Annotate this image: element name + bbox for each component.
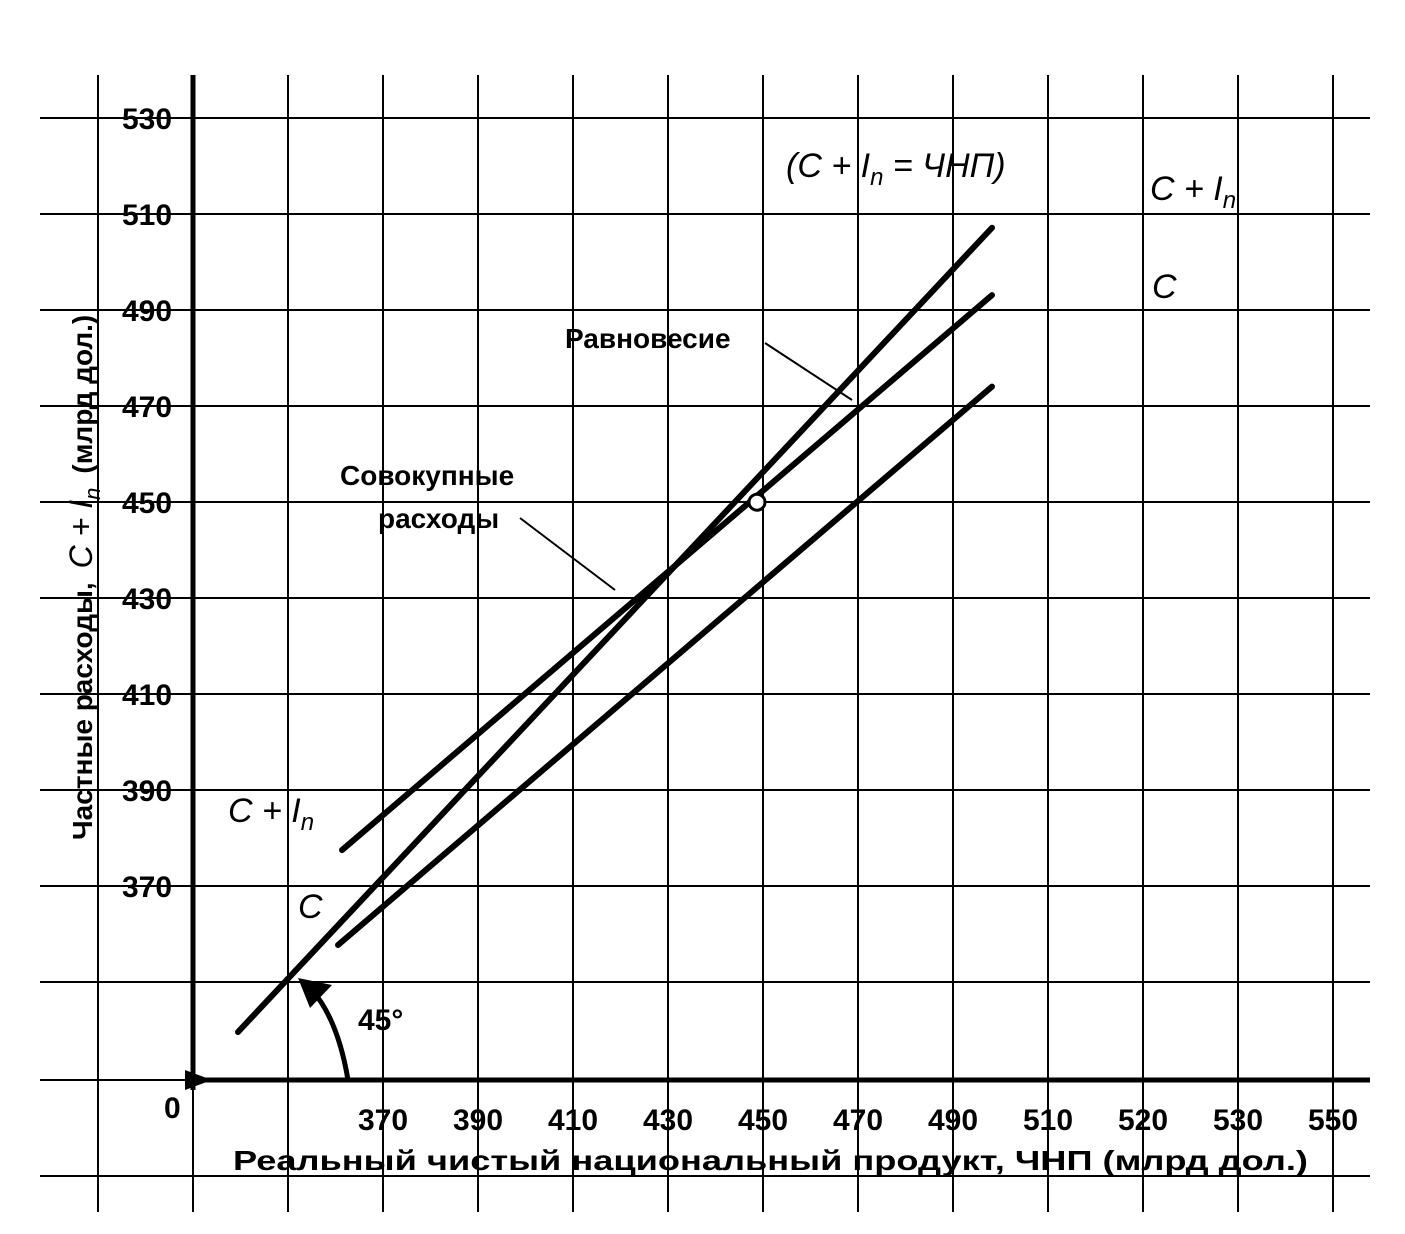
series-label-c-plus-in-right: C + In xyxy=(1150,170,1236,214)
x-tick-label: 390 xyxy=(453,1104,503,1137)
axes xyxy=(40,75,1370,1090)
x-tick-label: 510 xyxy=(1023,1104,1073,1137)
x-tick-label: 370 xyxy=(358,1104,408,1137)
equilibrium-point xyxy=(747,492,767,512)
series-45-degree-line xyxy=(235,224,995,1036)
series-label-c-plus-in-left: C + In xyxy=(228,792,314,836)
y-tick-label: 510 xyxy=(122,199,172,232)
y-tick-label: 490 xyxy=(122,295,172,328)
x-tick-label: 430 xyxy=(643,1104,693,1137)
y-tick-label: 470 xyxy=(122,391,172,424)
equilibrium-leader xyxy=(764,342,853,401)
series-label-c-left: C xyxy=(298,888,323,926)
angle-arc xyxy=(310,988,351,1081)
angle-label: 45° xyxy=(358,1004,403,1037)
x-tick-label: 450 xyxy=(738,1104,788,1137)
x-tick-label: 520 xyxy=(1118,1104,1168,1137)
y-axis-title: Частные расходы,C + In(млрд дол.) xyxy=(63,315,105,840)
aggregate-label-line2: расходы xyxy=(378,503,499,534)
angle-arrow-icon xyxy=(298,978,332,1008)
aggregate-label-line1: Совокупные xyxy=(340,460,514,491)
y-tick-label: 390 xyxy=(122,775,172,808)
series-label-c-right: C xyxy=(1152,268,1177,306)
y-tick-label: 530 xyxy=(122,103,172,136)
series-label-45-line: (C + In = ЧНП) xyxy=(786,147,1006,191)
x-tick-label: 530 xyxy=(1213,1104,1263,1137)
y-tick-label: 370 xyxy=(122,871,172,904)
series-lines xyxy=(235,224,995,1036)
x-tick-label: 550 xyxy=(1308,1104,1358,1137)
x-tick-labels: 370 390 410 430 450 470 490 510 520 530 550 xyxy=(358,1104,1358,1137)
series-c-line xyxy=(335,383,995,948)
equilibrium-label: Равновесие xyxy=(565,323,731,354)
x-tick-label: 490 xyxy=(928,1104,978,1137)
x-axis-title: Реальный чистый национальный продукт, ЧН… xyxy=(233,1145,1308,1176)
x-tick-label: 410 xyxy=(548,1104,598,1137)
grid-lines xyxy=(40,75,1370,1212)
aggregate-leader xyxy=(519,517,616,591)
axis-break-icon xyxy=(185,1070,212,1090)
y-tick-label: 410 xyxy=(122,679,172,712)
origin-label: 0 xyxy=(164,1092,181,1125)
x-tick-label: 470 xyxy=(833,1104,883,1137)
y-tick-label: 450 xyxy=(122,487,172,520)
y-tick-labels: 370 390 410 430 450 470 490 510 530 xyxy=(122,103,172,904)
y-tick-label: 430 xyxy=(122,583,172,616)
